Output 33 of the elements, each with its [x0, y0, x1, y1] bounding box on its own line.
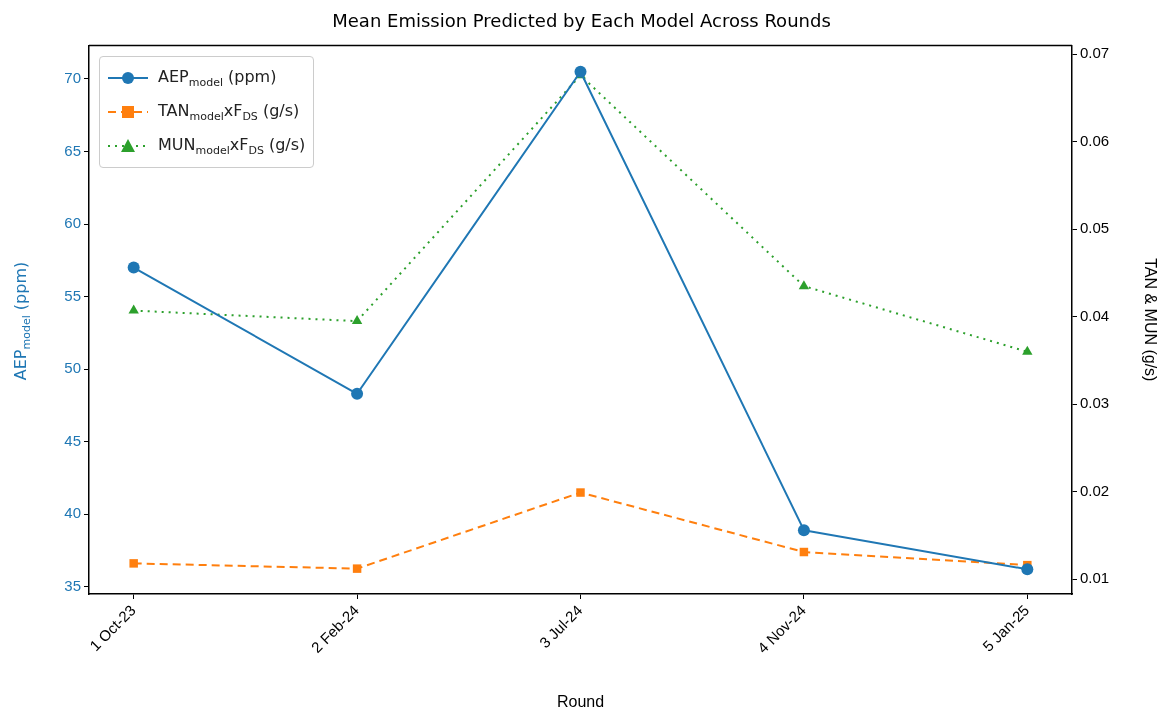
- point: [1022, 345, 1033, 355]
- point: [797, 524, 810, 537]
- point: [352, 564, 362, 573]
- legend-label: MUN$_{model}$xF$_{DS}$ (g/s): [158, 134, 306, 157]
- point: [576, 488, 585, 497]
- y2-tick-label: 0.06: [1080, 131, 1110, 149]
- chart-title: Mean Emission Predicted by Each Model Across Rounds: [332, 10, 831, 32]
- y-tick-label: 40: [64, 504, 81, 522]
- legend-label: AEP$_{model}$ (ppm): [158, 66, 277, 89]
- point: [129, 559, 138, 568]
- y2-tick-label: 0.05: [1080, 219, 1110, 237]
- point: [128, 304, 139, 314]
- x-axis-title: Round: [556, 692, 605, 710]
- y-tick-label: 50: [64, 359, 81, 377]
- y2-tick-label: 0.07: [1080, 44, 1110, 62]
- y2-tick-label: 0.02: [1080, 481, 1110, 499]
- y-tick-label: 70: [64, 69, 81, 87]
- y2-tick-label: 0.03: [1080, 394, 1110, 412]
- y2-tick-label: 0.01: [1080, 569, 1110, 587]
- point: [1021, 563, 1034, 576]
- y-tick-label: 55: [64, 286, 81, 304]
- y-tick-label: 45: [64, 431, 81, 449]
- y-tick-label: 35: [64, 576, 81, 594]
- point: [798, 280, 810, 290]
- y-tick-label: 65: [64, 141, 81, 159]
- point: [574, 65, 587, 78]
- y2-tick-label: 0.04: [1080, 306, 1110, 324]
- y-tick-label: 60: [64, 214, 81, 232]
- point: [351, 387, 364, 400]
- point: [351, 315, 363, 325]
- legend-label: TAN$_{model}$xF$_{DS}$ (g/s): [158, 100, 300, 123]
- y2-axis-title: TAN & MUN (g/s): [1141, 258, 1159, 382]
- point: [127, 261, 140, 274]
